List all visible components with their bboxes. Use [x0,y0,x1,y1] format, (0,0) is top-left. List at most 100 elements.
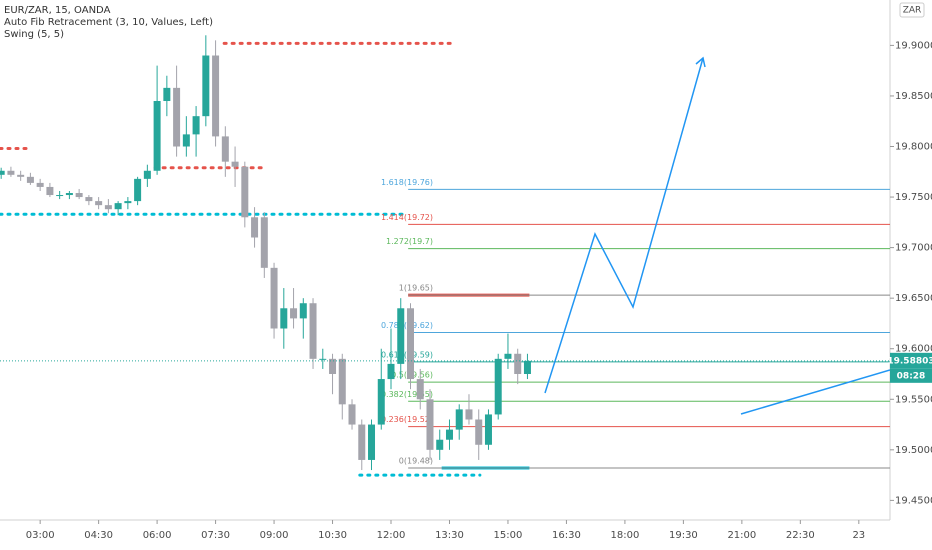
candle-body [309,303,317,359]
drawn-line [740,369,891,415]
candle-body [455,409,463,430]
fib-label: 0.236(19.52) [381,415,433,424]
x-tick-label: 04:30 [84,530,113,541]
x-tick-label: 23 [852,530,865,541]
candle-body [260,217,268,268]
currency-label: ZAR [903,6,922,16]
x-tick-label: 16:30 [552,530,581,541]
fib-label: 1(19.65) [399,284,433,293]
y-tick-label: 19.75000 [895,192,932,203]
candle-body [153,101,161,171]
candle-body [504,353,512,359]
y-tick-label: 19.70000 [895,243,932,254]
candle-body [290,308,298,319]
y-tick-label: 19.65000 [895,293,932,304]
x-tick-label: 13:30 [435,530,464,541]
candle-body [26,176,34,183]
candle-body [377,379,385,425]
candle-body [114,203,122,210]
candle-body [270,267,278,329]
fib-label: 0.382(19.55) [381,390,433,399]
y-tick-label: 19.80000 [895,142,932,153]
candle-body [475,419,483,445]
candle-body [212,55,220,137]
candle-body [358,424,366,460]
candle-body [7,170,15,175]
x-tick-label: 22:30 [786,530,815,541]
y-tick-label: 19.90000 [895,40,932,51]
candle-body [124,201,132,204]
arrow-head [695,56,706,68]
candle-body [368,424,376,460]
candle-body [280,308,288,329]
x-tick-label: 18:00 [610,530,639,541]
fib-label: 1.414(19.72) [381,213,433,222]
candle-body [143,170,151,179]
candle-body [95,201,103,206]
y-tick-label: 19.55000 [895,394,932,405]
countdown-tag [890,368,932,383]
candle-body [494,358,502,415]
x-tick-label: 15:00 [494,530,523,541]
candle-body [192,116,200,135]
last-price-tag [890,352,932,369]
candle-body [56,195,64,197]
candle-body [202,55,210,117]
candle-body [104,205,112,210]
candle-body [173,87,181,147]
candle-body [426,399,434,450]
candle-body [465,409,473,420]
candle-body [484,414,492,445]
fib-label: 0(19.48) [399,457,433,466]
candle-body [221,136,229,162]
y-tick-label: 19.50000 [895,445,932,456]
y-tick-label: 19.45000 [895,495,932,506]
indicator-label: Swing (5, 5) [4,29,64,40]
candle-body [182,134,190,147]
candle-body [387,363,395,380]
currency-badge[interactable] [899,2,925,18]
chart-title: EUR/ZAR, 15, OANDA [4,5,111,16]
x-tick-label: 21:00 [727,530,756,541]
candle-body [436,439,444,450]
candle-body [319,358,327,360]
candle-body [85,197,93,202]
drawn-arrow [544,57,704,394]
candle-body [329,358,337,374]
x-tick-label: 09:00 [260,530,289,541]
candle-body [17,174,25,177]
candle-body [75,193,83,198]
x-tick-label: 03:00 [26,530,55,541]
candle-body [241,166,249,218]
fib-label: 0.618(19.59) [381,350,433,359]
fib-label: 1.272(19.7) [386,237,433,246]
candle-body [406,308,414,380]
fib-label: 0.786(19.62) [381,321,433,330]
candle-body [523,360,531,374]
y-tick-label: 19.85000 [895,91,932,102]
candle-body [338,358,346,405]
candle-body [397,308,405,364]
candle-body [348,404,356,425]
last-price-label: 19.58803 [887,356,932,366]
candle-body [65,193,73,196]
candle-body [46,186,54,196]
indicator-label: Auto Fib Retracement (3, 10, Values, Lef… [4,17,213,28]
candle-body [251,217,259,238]
candle-body [231,161,239,167]
candle-body [416,379,424,400]
candle-body [299,303,307,319]
x-tick-label: 10:30 [318,530,347,541]
candle-body [514,353,522,374]
countdown-label: 08:28 [897,371,926,381]
y-tick-label: 19.95000 [895,0,932,1]
fib-label: 1.618(19.76) [381,178,433,187]
candle-body [0,170,5,175]
candle-body [36,182,44,187]
y-tick-label: 19.60000 [895,344,932,355]
x-tick-label: 12:00 [377,530,406,541]
candle-body [134,178,142,202]
x-tick-label: 07:30 [201,530,230,541]
candle-body [163,87,171,102]
